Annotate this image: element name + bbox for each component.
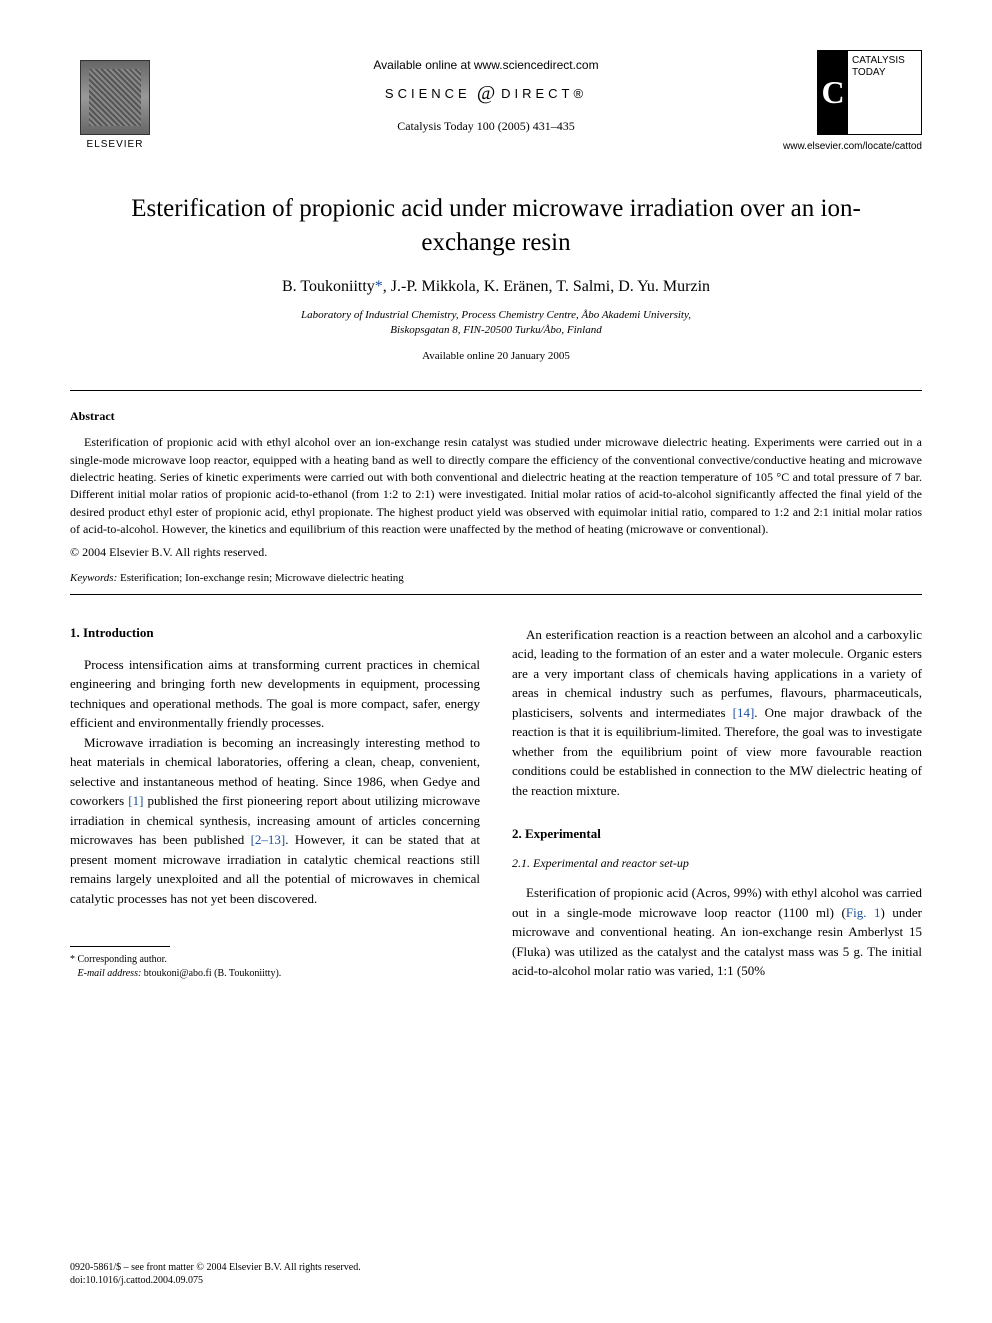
subsection-2-1-heading: 2.1. Experimental and reactor set-up [512, 856, 922, 871]
intro-paragraph-2: Microwave irradiation is becoming an inc… [70, 733, 480, 909]
sd-text-right: DIRECT® [501, 86, 587, 101]
journal-logo-block: C CATALYSIS TODAY www.elsevier.com/locat… [812, 50, 922, 152]
email-footnote: E-mail address: btoukoni@abo.fi (B. Touk… [70, 967, 480, 981]
cattod-title: CATALYSIS TODAY [848, 51, 921, 134]
sd-at-icon: @ [477, 82, 495, 105]
left-column: 1. Introduction Process intensification … [70, 625, 480, 981]
abstract-block: Abstract Esterification of propionic aci… [70, 409, 922, 559]
cattod-line2: TODAY [852, 67, 917, 79]
abstract-text: Esterification of propionic acid with et… [70, 434, 922, 538]
affiliation-line1: Laboratory of Industrial Chemistry, Proc… [70, 308, 922, 323]
intro-paragraph-3: An esterification reaction is a reaction… [512, 625, 922, 801]
keywords-label: Keywords: [70, 572, 117, 584]
corresponding-author-note: * Corresponding author. [70, 953, 480, 967]
elsevier-label: ELSEVIER [87, 139, 144, 150]
figure-ref-1[interactable]: Fig. 1 [846, 905, 881, 920]
sd-text-left: SCIENCE [385, 86, 471, 101]
page-header: ELSEVIER Available online at www.science… [70, 50, 922, 152]
cattod-c-icon: C [818, 51, 848, 134]
experimental-paragraph-1: Esterification of propionic acid (Acros,… [512, 883, 922, 981]
elsevier-tree-icon [80, 60, 150, 135]
footnote-separator [70, 946, 170, 947]
citation-ref-2-13[interactable]: [2–13] [251, 832, 286, 847]
catalysis-today-logo: C CATALYSIS TODAY [817, 50, 922, 135]
journal-reference: Catalysis Today 100 (2005) 431–435 [160, 119, 812, 134]
footer-copyright: 0920-5861/$ – see front matter © 2004 El… [70, 1261, 922, 1274]
journal-url: www.elsevier.com/locate/cattod [783, 141, 922, 152]
abstract-copyright: © 2004 Elsevier B.V. All rights reserved… [70, 545, 922, 560]
affiliation: Laboratory of Industrial Chemistry, Proc… [70, 308, 922, 339]
article-title: Esterification of propionic acid under m… [100, 192, 892, 260]
rule-above-abstract [70, 390, 922, 391]
cattod-line1: CATALYSIS [852, 55, 917, 67]
section-1-heading: 1. Introduction [70, 625, 480, 641]
abstract-heading: Abstract [70, 409, 922, 424]
body-columns: 1. Introduction Process intensification … [70, 625, 922, 981]
citation-ref-1[interactable]: [1] [128, 793, 143, 808]
intro-paragraph-1: Process intensification aims at transfor… [70, 655, 480, 733]
authors-line: B. Toukoniitty*, J.-P. Mikkola, K. Eräne… [70, 278, 922, 296]
header-center: Available online at www.sciencedirect.co… [160, 50, 812, 134]
email-address: btoukoni@abo.fi (B. Toukoniitty). [141, 968, 281, 979]
available-date: Available online 20 January 2005 [70, 350, 922, 362]
keywords-text: Esterification; Ion-exchange resin; Micr… [117, 572, 404, 584]
affiliation-line2: Biskopsgatan 8, FIN-20500 Turku/Åbo, Fin… [70, 323, 922, 338]
citation-ref-14[interactable]: [14] [733, 705, 755, 720]
corresponding-star-icon: * [375, 278, 383, 295]
page-footer: 0920-5861/$ – see front matter © 2004 El… [70, 1261, 922, 1287]
section-2-heading: 2. Experimental [512, 826, 922, 842]
rule-below-keywords [70, 594, 922, 595]
email-label: E-mail address: [78, 968, 142, 979]
available-online-text: Available online at www.sciencedirect.co… [160, 58, 812, 72]
footer-doi: doi:10.1016/j.cattod.2004.09.075 [70, 1274, 922, 1287]
sciencedirect-logo: SCIENCE @ DIRECT® [385, 82, 587, 105]
right-column: An esterification reaction is a reaction… [512, 625, 922, 981]
elsevier-logo: ELSEVIER [70, 50, 160, 150]
keywords-line: Keywords: Esterification; Ion-exchange r… [70, 572, 922, 584]
